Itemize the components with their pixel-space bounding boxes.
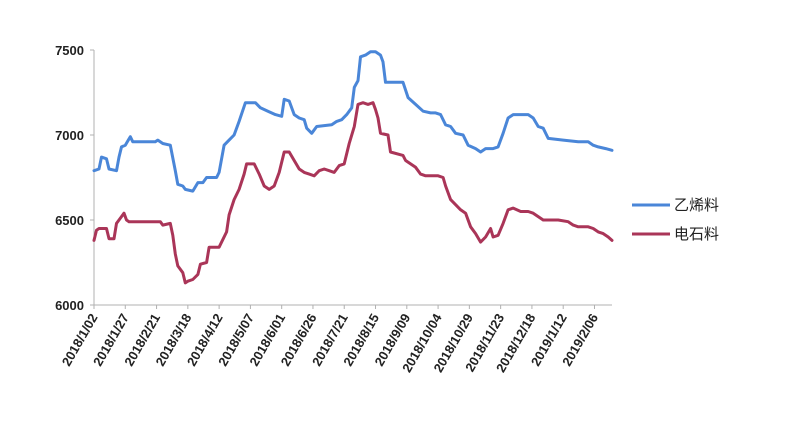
series-line-1 bbox=[92, 101, 614, 285]
series-line-0 bbox=[92, 50, 614, 193]
y-tick-label: 7500 bbox=[55, 43, 84, 58]
y-axis-ticks: 6000 6500 7000 7500 bbox=[55, 43, 94, 313]
series-lines bbox=[92, 50, 614, 285]
y-tick-label: 6500 bbox=[55, 213, 84, 228]
y-tick-label: 7000 bbox=[55, 128, 84, 143]
x-axis-ticks: 2018/1/022018/1/272018/2/212018/3/182018… bbox=[59, 305, 601, 375]
legend-label: 电石料 bbox=[674, 225, 719, 243]
axes bbox=[93, 50, 612, 306]
legend-label: 乙烯料 bbox=[674, 196, 719, 214]
y-tick-label: 6000 bbox=[55, 298, 84, 313]
